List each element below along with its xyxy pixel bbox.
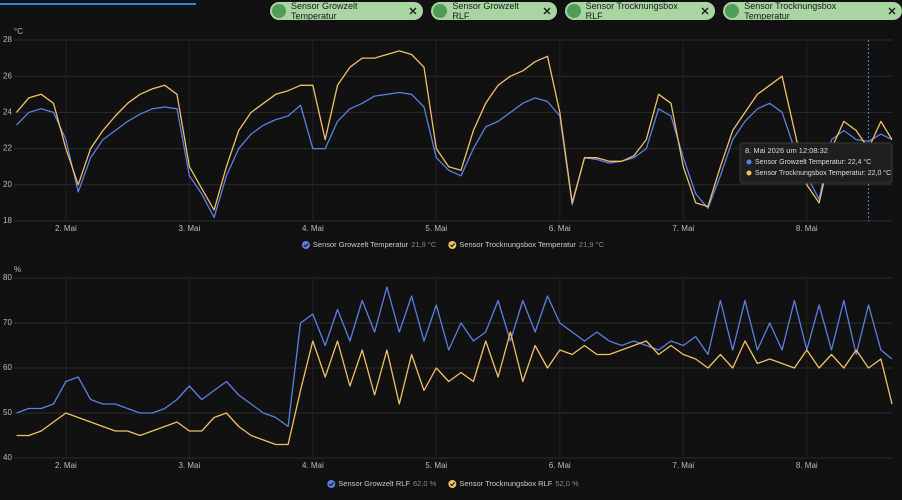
check-mark (449, 482, 456, 487)
x-tick-label: 2. Mai (55, 224, 77, 233)
series-line (16, 286, 893, 428)
x-tick-label: 4. Mai (302, 224, 324, 233)
filter-chip[interactable]: Sensor Growzelt RLF (431, 1, 557, 21)
x-tick-label: 4. Mai (302, 461, 324, 470)
legend-check (448, 241, 457, 249)
x-tick-label: 3. Mai (178, 224, 200, 233)
y-unit: °C (14, 27, 23, 36)
y-tick-label: 28 (3, 35, 12, 44)
x-tick-label: 6. Mai (549, 461, 571, 470)
y-tick-label: 40 (3, 453, 12, 462)
y-tick-label: 18 (3, 216, 12, 225)
y-unit: % (14, 265, 21, 274)
y-tick-label: 60 (3, 363, 12, 372)
remove-icon[interactable] (409, 7, 417, 15)
legend-label: Sensor Growzelt Temperatur (313, 240, 409, 249)
chip-label: Sensor Trocknungsbox Temperatur (744, 1, 837, 21)
series-line (16, 50, 893, 211)
y-tick-label: 50 (3, 408, 12, 417)
sensor-icon (272, 4, 286, 18)
check-mark (328, 482, 335, 487)
x-tick-label: 8. Mai (796, 461, 818, 470)
check-mark (449, 243, 456, 248)
x-tick-label: 5. Mai (425, 461, 447, 470)
legend-check (301, 241, 310, 249)
legend-value: 52,0 % (555, 479, 579, 488)
tooltip: 8. Mai 2026 um 12:08:32 Sensor Growzelt T… (739, 142, 893, 184)
remove-icon[interactable] (543, 7, 551, 15)
x-tick-label: 2. Mai (55, 461, 77, 470)
x-tick-label: 7. Mai (672, 461, 694, 470)
series-line (16, 91, 893, 219)
legend: Sensor Growzelt Temperatur 21,9 °C Sensor … (301, 240, 605, 249)
series-line (16, 331, 893, 446)
sensor-icon (433, 4, 448, 18)
check-mark (303, 243, 309, 248)
tooltip-dot (746, 159, 752, 165)
chip-label: Sensor Trocknungsbox RLF (585, 1, 678, 21)
legend-check (327, 480, 336, 488)
legend-value: 21,9 °C (411, 240, 437, 249)
tooltip-box (739, 142, 893, 184)
tooltip-title: 8. Mai 2026 um 12:08:32 (745, 146, 828, 155)
filter-chips: Sensor Growzelt Temperatur Sensor Growzel… (270, 1, 902, 21)
y-tick-label: 20 (3, 180, 12, 189)
chip-label: Sensor Growzelt RLF (452, 1, 519, 21)
x-tick-label: 3. Mai (178, 461, 200, 470)
legend-value: 62,0 % (413, 479, 437, 488)
x-tick-label: 8. Mai (796, 224, 818, 233)
legend-label: Sensor Trocknungsbox Temperatur (459, 240, 576, 249)
x-tick-label: 7. Mai (672, 224, 694, 233)
legend-check (448, 480, 457, 488)
legend: Sensor Growzelt RLF 62,0 % Sensor Trocknun… (327, 479, 579, 488)
y-tick-label: 26 (3, 71, 12, 80)
filter-chip[interactable]: Sensor Growzelt Temperatur (270, 1, 424, 21)
tooltip-row: Sensor Growzelt Temperatur: 22,4 °C (755, 158, 871, 166)
tooltip-row: Sensor Trocknungsbox Temperatur: 22,0 °C (755, 169, 891, 177)
sensor-icon (725, 4, 740, 18)
chip-label: Sensor Growzelt Temperatur (291, 1, 358, 21)
y-tick-label: 80 (3, 273, 12, 282)
filter-chip[interactable]: Sensor Trocknungsbox Temperatur (723, 1, 902, 21)
tooltip-dot (746, 170, 752, 176)
sensor-icon (566, 4, 581, 18)
tab-indicator (0, 3, 196, 5)
remove-icon[interactable] (701, 7, 709, 15)
filter-chip[interactable]: Sensor Trocknungsbox RLF (564, 1, 716, 21)
legend-value: 21,9 °C (579, 240, 605, 249)
x-tick-label: 6. Mai (549, 224, 571, 233)
y-tick-label: 22 (3, 144, 12, 153)
legend-label: Sensor Growzelt RLF (338, 479, 410, 488)
y-tick-label: 24 (3, 108, 12, 117)
y-tick-label: 70 (3, 318, 12, 327)
legend-label: Sensor Trocknungsbox RLF (459, 479, 552, 488)
remove-icon[interactable] (888, 7, 896, 15)
x-tick-label: 5. Mai (425, 224, 447, 233)
